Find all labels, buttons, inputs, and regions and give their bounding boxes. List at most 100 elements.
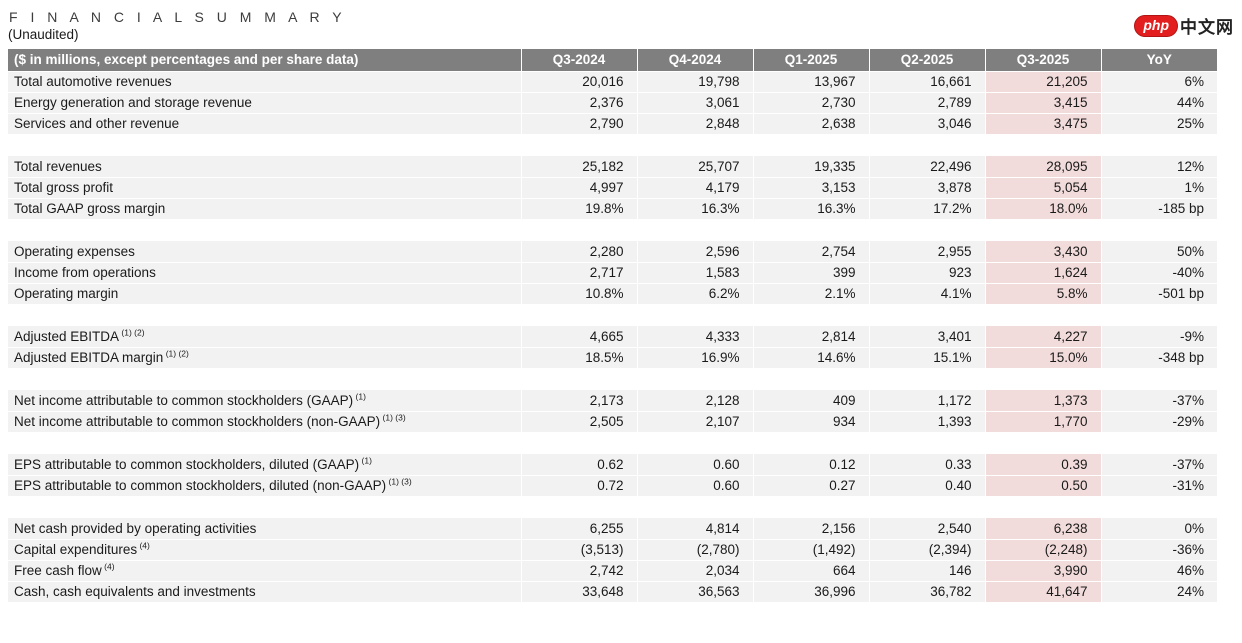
quarter-value-cell: 2,280	[520, 241, 637, 263]
row-label: EPS attributable to common stockholders,…	[8, 454, 521, 476]
quarter-value-cell: 16.3%	[636, 198, 753, 220]
quarter-value-cell: 33,648	[520, 581, 637, 603]
quarter-value-cell: 18.5%	[520, 347, 637, 369]
quarter-value-cell: 3,475	[984, 113, 1101, 135]
quarter-value-cell: 2,034	[636, 560, 753, 582]
quarter-value-cell: 2,128	[636, 390, 753, 412]
quarter-value-cell: 4,665	[520, 326, 637, 348]
quarter-value-cell: 6,255	[520, 518, 637, 540]
table-header-caption: ($ in millions, except percentages and p…	[8, 49, 521, 72]
quarter-value-cell: 0.60	[636, 475, 753, 497]
quarter-value-cell: 2,540	[868, 518, 985, 540]
yoy-value-cell: 1%	[1100, 177, 1217, 199]
quarter-value-cell: 2,717	[520, 262, 637, 284]
quarter-value-cell: 19,798	[636, 71, 753, 93]
column-header-q1-2025: Q1-2025	[752, 49, 869, 72]
yoy-value-cell: -36%	[1100, 539, 1217, 561]
quarter-value-cell: 16.3%	[752, 198, 869, 220]
column-header-q2-2025: Q2-2025	[868, 49, 985, 72]
yoy-value-cell: -9%	[1100, 326, 1217, 348]
row-label: EPS attributable to common stockholders,…	[8, 475, 521, 497]
quarter-value-cell: 0.33	[868, 454, 985, 476]
table-row: Adjusted EBITDA (1) (2) 4,665 4,333 2,814 3,…	[8, 326, 1217, 348]
quarter-value-cell: 18.0%	[984, 198, 1101, 220]
quarter-value-cell: 2,730	[752, 92, 869, 114]
yoy-value-cell: 24%	[1100, 581, 1217, 603]
column-header-yoy: YoY	[1100, 49, 1217, 72]
quarter-value-cell: 1,373	[984, 390, 1101, 412]
footnote-reference: (4)	[137, 540, 150, 551]
section-gap	[8, 432, 1217, 454]
row-label: Total gross profit	[8, 177, 521, 199]
quarter-value-cell: 6.2%	[636, 283, 753, 305]
table-row: Services and other revenue 2,790 2,848 2,63…	[8, 113, 1217, 135]
table-row: Net income attributable to common stockh…	[8, 411, 1217, 433]
quarter-value-cell: 2,955	[868, 241, 985, 263]
footnote-reference: (1) (3)	[386, 476, 412, 487]
table-row: Net income attributable to common stockh…	[8, 390, 1217, 412]
section-gap	[8, 304, 1217, 326]
yoy-value-cell: 46%	[1100, 560, 1217, 582]
quarter-value-cell: 3,430	[984, 241, 1101, 263]
quarter-value-cell: 3,415	[984, 92, 1101, 114]
quarter-value-cell: 0.72	[520, 475, 637, 497]
quarter-value-cell: 1,172	[868, 390, 985, 412]
table-body: Total automotive revenues 20,016 19,798 13,…	[8, 71, 1217, 603]
footnote-reference: (1)	[353, 391, 366, 402]
quarter-value-cell: 409	[752, 390, 869, 412]
quarter-value-cell: 0.12	[752, 454, 869, 476]
section-gap	[8, 368, 1217, 390]
quarter-value-cell: 1,770	[984, 411, 1101, 433]
table-row: Total automotive revenues 20,016 19,798 13,…	[8, 71, 1217, 93]
quarter-value-cell: 0.62	[520, 454, 637, 476]
row-label: Net cash provided by operating activitie…	[8, 518, 521, 540]
row-label: Free cash flow (4)	[8, 560, 521, 582]
quarter-value-cell: 14.6%	[752, 347, 869, 369]
quarter-value-cell: 399	[752, 262, 869, 284]
yoy-value-cell: -37%	[1100, 390, 1217, 412]
quarter-value-cell: 2,107	[636, 411, 753, 433]
quarter-value-cell: 25,182	[520, 156, 637, 178]
financial-summary-table: ($ in millions, except percentages and p…	[8, 49, 1217, 603]
quarter-value-cell: 20,016	[520, 71, 637, 93]
quarter-value-cell: 1,624	[984, 262, 1101, 284]
quarter-value-cell: 2,376	[520, 92, 637, 114]
table-row: Energy generation and storage revenue 2,3…	[8, 92, 1217, 114]
column-header-q4-2024: Q4-2024	[636, 49, 753, 72]
quarter-value-cell: 10.8%	[520, 283, 637, 305]
quarter-value-cell: (2,248)	[984, 539, 1101, 561]
row-label: Services and other revenue	[8, 113, 521, 135]
php-logo-badge-icon: php	[1134, 14, 1178, 37]
quarter-value-cell: 2,505	[520, 411, 637, 433]
quarter-value-cell: 664	[752, 560, 869, 582]
php-cn-logo-text: 中文网	[1180, 18, 1234, 37]
quarter-value-cell: 5.8%	[984, 283, 1101, 305]
quarter-value-cell: 1,393	[868, 411, 985, 433]
quarter-value-cell: 0.27	[752, 475, 869, 497]
row-label: Net income attributable to common stockh…	[8, 411, 521, 433]
quarter-value-cell: 5,054	[984, 177, 1101, 199]
row-label: Total GAAP gross margin	[8, 198, 521, 220]
yoy-value-cell: 6%	[1100, 71, 1217, 93]
row-label: Operating margin	[8, 283, 521, 305]
row-label: Capital expenditures (4)	[8, 539, 521, 561]
page-subtitle: (Unaudited)	[8, 27, 79, 42]
quarter-value-cell: 15.0%	[984, 347, 1101, 369]
quarter-value-cell: 146	[868, 560, 985, 582]
php-cn-logo[interactable]: php 中文网	[1134, 13, 1234, 38]
table-row: Net cash provided by operating activitie…	[8, 518, 1217, 540]
row-label: Adjusted EBITDA (1) (2)	[8, 326, 521, 348]
quarter-value-cell: 3,878	[868, 177, 985, 199]
quarter-value-cell: 923	[868, 262, 985, 284]
quarter-value-cell: 13,967	[752, 71, 869, 93]
quarter-value-cell: 17.2%	[868, 198, 985, 220]
row-label: Net income attributable to common stockh…	[8, 390, 521, 412]
quarter-value-cell: 3,153	[752, 177, 869, 199]
yoy-value-cell: 0%	[1100, 518, 1217, 540]
column-header-q3-2024: Q3-2024	[520, 49, 637, 72]
table-row: EPS attributable to common stockholders,…	[8, 475, 1217, 497]
quarter-value-cell: (3,513)	[520, 539, 637, 561]
quarter-value-cell: 3,990	[984, 560, 1101, 582]
table-row: Operating expenses 2,280 2,596 2,754 2,955 3,…	[8, 241, 1217, 263]
quarter-value-cell: 3,401	[868, 326, 985, 348]
